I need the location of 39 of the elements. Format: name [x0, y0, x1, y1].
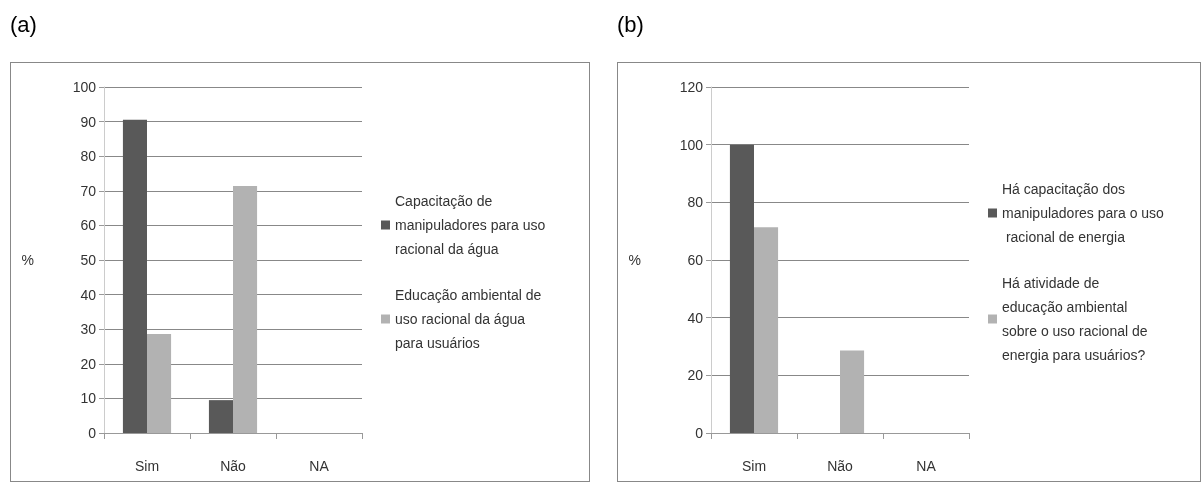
y-tick-label: 30 [80, 321, 97, 338]
legend-label: Há capacitação dos manipuladores para o uso racional de energia [1002, 181, 1165, 245]
x-tick-label: NA [916, 458, 937, 474]
y-tick-label: 60 [687, 252, 704, 268]
y-tick-label: 0 [695, 425, 704, 441]
y-tick-label: 100 [72, 79, 97, 95]
y-axis-title: % [21, 252, 34, 268]
y-tick-label: 70 [80, 182, 97, 199]
y-tick-label: 80 [80, 148, 97, 165]
chart-title: (a) [10, 12, 37, 38]
bar [840, 350, 865, 433]
bar [122, 119, 147, 433]
x-tick-label: NA [309, 458, 330, 474]
legend-label: Há atividade de educação ambiental sobre o uso racional de energia para usuários? [1002, 275, 1152, 363]
bar [754, 227, 779, 433]
legend-label: Educação ambiental de uso racional da água para usuários [395, 287, 546, 351]
y-tick-label: 80 [687, 194, 704, 211]
bar [147, 334, 172, 433]
y-tick-label: 50 [80, 252, 97, 268]
x-tick-label: Sim [741, 458, 767, 474]
y-tick-label: 120 [679, 79, 704, 95]
y-tick-label: 100 [679, 136, 704, 153]
chart-title: (b) [617, 12, 644, 38]
y-axis-title: % [628, 252, 641, 268]
bar [729, 144, 754, 433]
y-tick-label: 20 [687, 367, 704, 384]
x-tick-label: Não [827, 458, 854, 474]
y-tick-label: 90 [80, 113, 97, 130]
y-tick-label: 40 [80, 286, 97, 303]
y-tick-label: 10 [80, 390, 97, 407]
x-tick-label: Não [220, 458, 247, 474]
bar [208, 400, 233, 433]
y-tick-label: 60 [80, 217, 97, 234]
y-tick-label: 40 [687, 309, 704, 326]
bar [233, 185, 258, 433]
x-tick-label: Sim [134, 458, 160, 474]
y-tick-label: 0 [88, 425, 97, 441]
y-tick-label: 20 [80, 355, 97, 372]
legend-label: Capacitação de manipuladores para uso racional da água [395, 193, 550, 257]
